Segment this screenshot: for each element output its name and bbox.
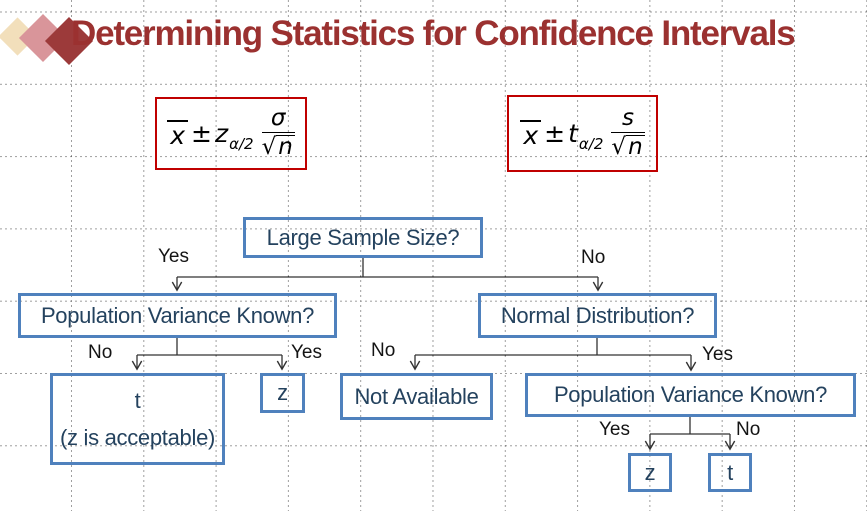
statistic-symbol: z — [214, 119, 229, 148]
alpha-subscript: α/2 — [578, 134, 604, 153]
edge-label-no-sub: No — [736, 419, 761, 440]
result-t-note: (z is acceptable) — [59, 424, 216, 450]
radicand: n — [276, 134, 295, 161]
result-t: t — [134, 387, 141, 413]
node-z-left: z — [260, 373, 305, 413]
alpha-subscript: α/2 — [229, 134, 254, 153]
radical-symbol: √ — [611, 134, 627, 161]
fraction-denominator: √n — [262, 133, 295, 160]
fraction-numerator: σ — [261, 106, 295, 134]
edge-label-no-right: No — [371, 340, 396, 361]
radicand: n — [626, 134, 645, 161]
connector-root-split — [177, 258, 598, 289]
fraction: s √n — [611, 106, 645, 161]
xbar-symbol: x — [520, 119, 542, 148]
edge-label-no-left: No — [88, 342, 113, 363]
statistic-symbol: t — [568, 119, 578, 148]
node-population-variance-known-right: Population Variance Known? — [525, 373, 856, 417]
node-t-right: t — [708, 453, 752, 492]
radical-symbol: √ — [261, 134, 277, 161]
node-population-variance-known-left: Population Variance Known? — [18, 293, 337, 338]
edge-label-yes-root: Yes — [158, 246, 189, 267]
edge-label-yes-right: Yes — [702, 344, 733, 365]
connector-left-split — [137, 338, 282, 368]
fraction: σ √n — [261, 106, 295, 161]
slide-title: Determining Statistics for Confidence In… — [71, 14, 796, 53]
node-z-right: z — [628, 453, 672, 492]
z-interval-formula: x ± z α/2 σ √n — [155, 97, 307, 170]
edge-label-no-root: No — [581, 247, 606, 268]
plus-minus-symbol: ± — [190, 119, 212, 148]
node-not-available: Not Available — [340, 373, 493, 420]
node-large-sample-size: Large Sample Size? — [243, 217, 483, 258]
t-interval-formula: x ± t α/2 s √n — [507, 95, 658, 172]
edge-label-yes-sub: Yes — [599, 419, 630, 440]
node-normal-distribution: Normal Distribution? — [478, 293, 717, 338]
plus-minus-symbol: ± — [544, 119, 566, 148]
xbar-symbol: x — [167, 119, 188, 148]
node-t-z-acceptable: t (z is acceptable) — [50, 373, 225, 465]
connector-right-split — [415, 338, 691, 369]
fraction-numerator: s — [611, 106, 645, 134]
fraction-denominator: √n — [611, 133, 645, 161]
edge-label-yes-left: Yes — [291, 342, 322, 363]
connector-sub-split — [650, 417, 730, 448]
